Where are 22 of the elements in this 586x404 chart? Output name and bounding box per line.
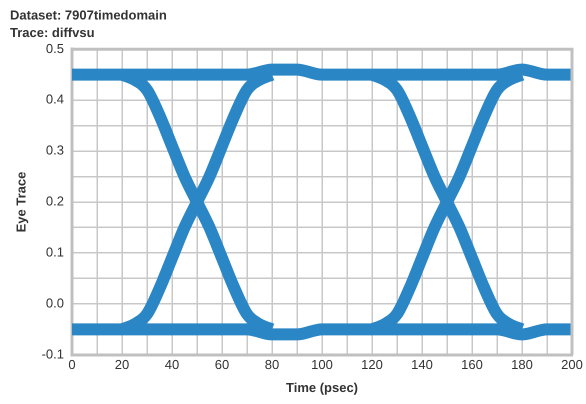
x-tick-label: 100 bbox=[311, 357, 333, 372]
x-tick-label: 60 bbox=[214, 357, 230, 372]
x-tick-label: 160 bbox=[461, 357, 483, 372]
x-tick-label: 40 bbox=[164, 357, 180, 372]
y-tick-label: 0.1 bbox=[46, 244, 64, 260]
y-tick-label: 0.5 bbox=[46, 40, 64, 56]
x-tick-label: 200 bbox=[561, 357, 583, 372]
y-tick-label: 0.2 bbox=[46, 194, 64, 209]
chart-subtitle: Trace: diffvsu bbox=[10, 24, 95, 40]
y-tick-label: 0.3 bbox=[46, 142, 64, 158]
chart-title: Dataset: 7907timedomain bbox=[10, 7, 167, 22]
x-tick-label: 20 bbox=[114, 357, 130, 372]
x-axis-title: Time (psec) bbox=[286, 380, 358, 395]
x-tick-label: 80 bbox=[264, 357, 280, 372]
x-tick-label: 140 bbox=[411, 357, 433, 372]
y-axis-title: Eye Trace bbox=[13, 172, 28, 232]
x-tick-label: 180 bbox=[511, 357, 533, 372]
x-tick-label: 120 bbox=[361, 357, 383, 372]
x-tick-label: 0 bbox=[68, 357, 76, 372]
y-tick-label: -0.1 bbox=[42, 346, 64, 362]
y-tick-label: 0.4 bbox=[46, 92, 64, 107]
y-tick-label: 0.0 bbox=[46, 295, 64, 310]
